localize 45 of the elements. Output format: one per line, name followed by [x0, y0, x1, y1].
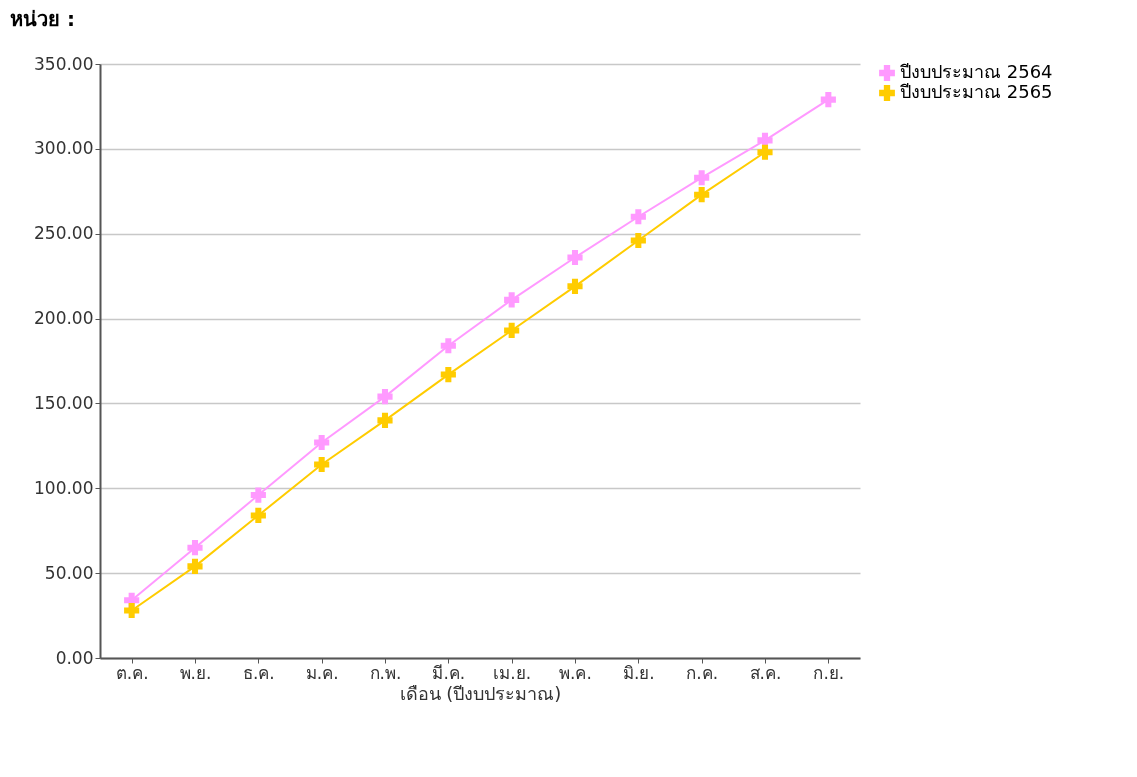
- y-tick-label: 50.00: [44, 562, 94, 583]
- point: [187, 540, 203, 556]
- point: [440, 338, 456, 354]
- point: [504, 292, 520, 308]
- point: [187, 558, 203, 574]
- y-tick-label: 350.00: [34, 53, 94, 74]
- x-tick-label: พ.ค.: [559, 662, 592, 683]
- x-tick-label: ต.ค.: [115, 662, 149, 683]
- point: [567, 278, 583, 294]
- point: [250, 507, 266, 524]
- point: [440, 366, 456, 383]
- x-tick-label: ม.ค.: [305, 662, 339, 683]
- chart-title: หน่วย :: [10, 7, 75, 31]
- point: [757, 144, 773, 160]
- point: [504, 322, 520, 339]
- point: [630, 232, 646, 249]
- point: [377, 389, 393, 405]
- x-axis-title: เดือน (ปีงบประมาณ): [399, 682, 562, 704]
- legend-label: ปีงบประมาณ 2564: [900, 61, 1053, 82]
- x-tick-label: ก.ย.: [813, 662, 845, 683]
- point: [314, 434, 330, 451]
- x-tick-label: ธ.ค.: [242, 662, 275, 683]
- y-tick-label: 150.00: [34, 392, 94, 413]
- x-tick-label: มี.ค.: [432, 662, 466, 683]
- point: [124, 602, 140, 619]
- point: [567, 249, 583, 266]
- legend-label: ปีงบประมาณ 2565: [900, 81, 1053, 102]
- y-tick-label: 0.00: [55, 647, 94, 668]
- point: [314, 456, 330, 473]
- x-tick-label: พ.ย.: [179, 662, 212, 683]
- point: [630, 209, 646, 225]
- y-tick-label: 200.00: [34, 308, 94, 329]
- point: [694, 187, 710, 203]
- x-tick-label: เม.ย.: [493, 662, 532, 683]
- x-tick-label: ส.ค.: [749, 662, 782, 683]
- y-tick-label: 300.00: [34, 138, 94, 159]
- y-tick-label: 250.00: [34, 223, 94, 244]
- x-tick-label: มิ.ย.: [622, 662, 655, 683]
- point: [820, 92, 836, 108]
- point: [250, 487, 266, 503]
- x-tick-label: ก.พ.: [369, 662, 402, 683]
- x-tick-label: ก.ค.: [686, 662, 719, 683]
- point: [377, 412, 393, 428]
- point: [694, 170, 710, 186]
- y-tick-label: 100.00: [34, 477, 94, 498]
